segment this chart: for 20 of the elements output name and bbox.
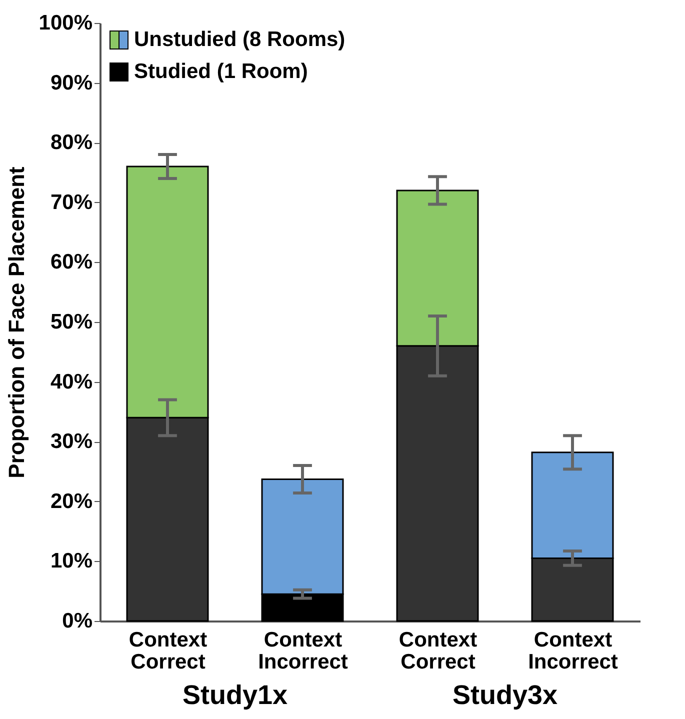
y-tick-label: 100% [38,12,93,34]
y-tick-label: 0% [62,610,93,632]
text: Study1x [182,680,288,710]
y-tick-label: 40% [50,370,93,394]
x-tick-label: Context Incorrect [528,628,618,674]
legend-label: Unstudied (8 Rooms) [134,28,346,51]
x-tick-label: Context Correct [128,628,208,674]
y-tick-label: 50% [50,310,93,334]
y-tick-label: 80% [50,131,93,154]
legend-label: Studied (1 Room) [134,60,308,83]
y-tick-label: 70% [50,190,93,214]
y-tick-label: 20% [50,490,93,513]
y-tick-label: 60% [50,250,93,274]
y-tick-label: 10% [50,550,93,573]
y-axis-title: Proportion of Face Placement [4,166,29,478]
y-tick-label: 30% [50,430,93,454]
text: Study3x [452,680,558,710]
y-tick-label: 90% [50,71,93,94]
x-tick-label: Context Incorrect [258,628,348,674]
x-tick-label: Context Correct [398,628,478,674]
